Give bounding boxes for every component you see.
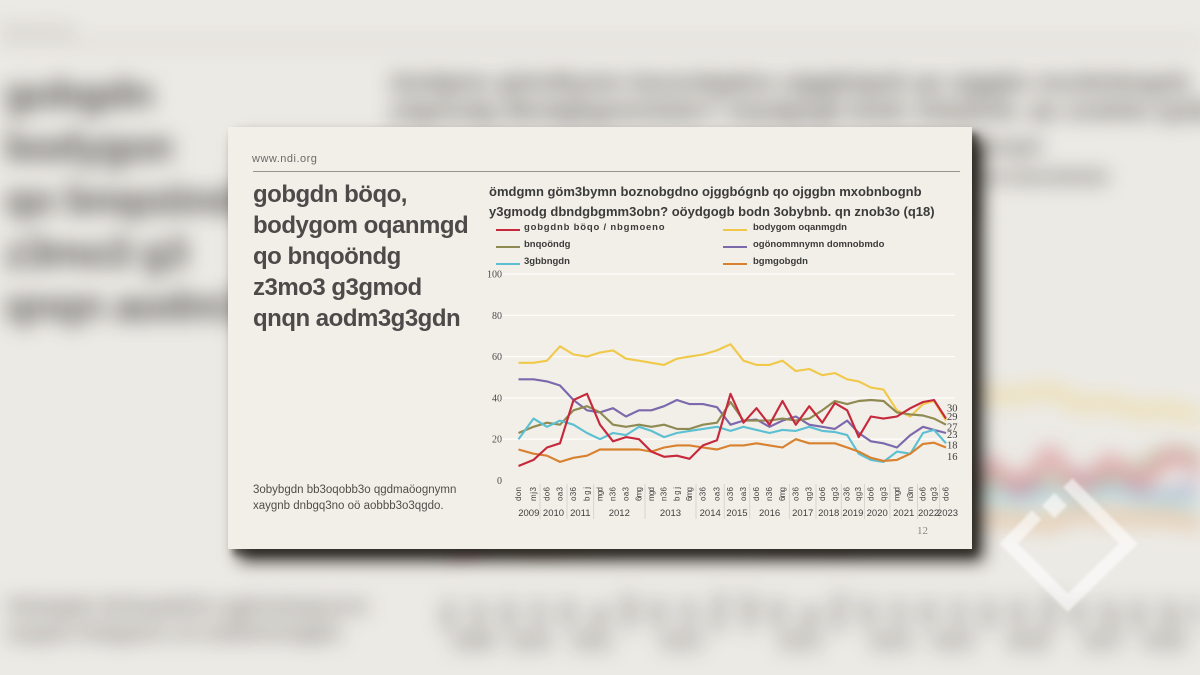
svg-text:n36: n36 bbox=[648, 600, 668, 630]
svg-text:qg3: qg3 bbox=[830, 486, 839, 501]
svg-text:o36: o36 bbox=[569, 486, 578, 501]
svg-text:mgd: mgd bbox=[596, 487, 605, 501]
svg-text:2015: 2015 bbox=[932, 632, 974, 653]
svg-text:2010: 2010 bbox=[543, 508, 564, 519]
svg-text:2013: 2013 bbox=[779, 632, 821, 653]
svg-text:6mg: 6mg bbox=[828, 595, 848, 630]
svg-text:do6: do6 bbox=[752, 486, 761, 501]
svg-text:don: don bbox=[514, 487, 523, 501]
svg-text:2012: 2012 bbox=[609, 508, 630, 519]
svg-text:80: 80 bbox=[492, 311, 502, 322]
svg-text:qg3: qg3 bbox=[805, 486, 814, 501]
svg-text:oa3: oa3 bbox=[678, 600, 698, 630]
svg-text:40: 40 bbox=[492, 393, 502, 404]
svg-text:2019: 2019 bbox=[1199, 632, 1200, 653]
svg-text:2013: 2013 bbox=[660, 508, 681, 519]
svg-text:do6: do6 bbox=[919, 486, 928, 501]
svg-text:do6: do6 bbox=[498, 600, 518, 630]
svg-text:0: 0 bbox=[497, 476, 502, 487]
svg-text:o36: o36 bbox=[858, 600, 878, 630]
svg-text:mgd: mgd bbox=[647, 487, 656, 501]
svg-text:do6: do6 bbox=[978, 600, 998, 630]
svg-text:6mg: 6mg bbox=[1038, 595, 1058, 630]
svg-text:18: 18 bbox=[947, 441, 958, 452]
svg-text:mj3: mj3 bbox=[529, 486, 538, 501]
svg-text:2011: 2011 bbox=[570, 508, 590, 519]
svg-text:2012: 2012 bbox=[661, 632, 703, 653]
svg-text:2018: 2018 bbox=[818, 508, 839, 519]
svg-text:don: don bbox=[438, 600, 458, 630]
svg-text:do6: do6 bbox=[1128, 600, 1148, 630]
svg-text:qg3: qg3 bbox=[854, 486, 863, 501]
svg-text:o36: o36 bbox=[791, 486, 800, 501]
svg-text:20: 20 bbox=[492, 435, 502, 446]
svg-text:30: 30 bbox=[947, 403, 958, 414]
svg-text:n36: n36 bbox=[609, 486, 618, 501]
svg-text:2014: 2014 bbox=[700, 508, 721, 519]
svg-text:2021: 2021 bbox=[893, 508, 914, 519]
svg-text:mj3: mj3 bbox=[468, 601, 488, 630]
svg-text:oa3: oa3 bbox=[888, 600, 908, 630]
svg-text:o36: o36 bbox=[558, 600, 578, 630]
svg-text:29: 29 bbox=[947, 412, 958, 423]
svg-text:mgd: mgd bbox=[618, 595, 638, 630]
svg-text:oa3: oa3 bbox=[948, 600, 968, 630]
svg-text:oa3: oa3 bbox=[556, 486, 565, 501]
svg-text:o36: o36 bbox=[1068, 600, 1088, 630]
svg-text:2020: 2020 bbox=[867, 508, 888, 519]
svg-text:oa3: oa3 bbox=[528, 600, 548, 630]
svg-text:n36: n36 bbox=[660, 486, 669, 501]
svg-text:2015: 2015 bbox=[726, 508, 747, 519]
svg-text:n36: n36 bbox=[1008, 600, 1028, 630]
svg-text:n36: n36 bbox=[768, 600, 788, 630]
svg-text:2014: 2014 bbox=[870, 632, 913, 653]
svg-text:2017: 2017 bbox=[792, 508, 813, 519]
svg-text:o36: o36 bbox=[918, 600, 938, 630]
svg-text:bgj: bgj bbox=[588, 606, 608, 630]
svg-text:oa3: oa3 bbox=[713, 486, 722, 501]
svg-text:o36: o36 bbox=[843, 486, 852, 501]
svg-text:do6: do6 bbox=[942, 486, 951, 501]
svg-text:2023: 2023 bbox=[937, 508, 958, 519]
svg-text:qg3: qg3 bbox=[930, 486, 939, 501]
svg-text:do6: do6 bbox=[866, 486, 875, 501]
svg-text:6mg: 6mg bbox=[708, 595, 728, 630]
svg-text:2018: 2018 bbox=[1143, 632, 1185, 653]
svg-text:bgj: bgj bbox=[583, 487, 592, 501]
svg-text:2016: 2016 bbox=[1007, 632, 1049, 653]
svg-text:bgj: bgj bbox=[798, 606, 818, 630]
svg-text:o36: o36 bbox=[726, 486, 735, 501]
svg-text:60: 60 bbox=[492, 352, 502, 363]
svg-text:2016: 2016 bbox=[759, 508, 780, 519]
svg-text:bgj: bgj bbox=[672, 487, 681, 501]
svg-text:do6: do6 bbox=[818, 486, 827, 501]
svg-text:16: 16 bbox=[947, 452, 958, 463]
svg-text:qg3: qg3 bbox=[1158, 600, 1178, 630]
svg-text:do6: do6 bbox=[543, 486, 552, 501]
svg-text:2022: 2022 bbox=[918, 508, 939, 519]
svg-text:6mg: 6mg bbox=[778, 487, 787, 501]
svg-text:6mg: 6mg bbox=[635, 487, 644, 501]
svg-text:2010: 2010 bbox=[509, 632, 551, 653]
svg-text:27: 27 bbox=[947, 423, 958, 434]
svg-text:oa3: oa3 bbox=[622, 486, 631, 501]
svg-text:6mg: 6mg bbox=[685, 487, 694, 501]
svg-text:mgd: mgd bbox=[892, 487, 901, 501]
svg-text:2009: 2009 bbox=[518, 508, 539, 519]
svg-text:2019: 2019 bbox=[842, 508, 863, 519]
svg-text:n3m: n3m bbox=[906, 487, 915, 501]
svg-text:23: 23 bbox=[947, 430, 958, 441]
svg-text:oa3: oa3 bbox=[739, 486, 748, 501]
svg-text:100: 100 bbox=[487, 270, 502, 281]
svg-text:2017: 2017 bbox=[1083, 632, 1125, 653]
svg-text:2009: 2009 bbox=[453, 632, 495, 653]
svg-text:2011: 2011 bbox=[572, 632, 613, 653]
svg-text:o36: o36 bbox=[1188, 600, 1200, 630]
svg-text:qg3: qg3 bbox=[1098, 600, 1118, 630]
svg-text:o36: o36 bbox=[699, 486, 708, 501]
svg-text:mgd: mgd bbox=[738, 595, 758, 630]
svg-text:n36: n36 bbox=[765, 486, 774, 501]
svg-text:qg3: qg3 bbox=[879, 486, 888, 501]
